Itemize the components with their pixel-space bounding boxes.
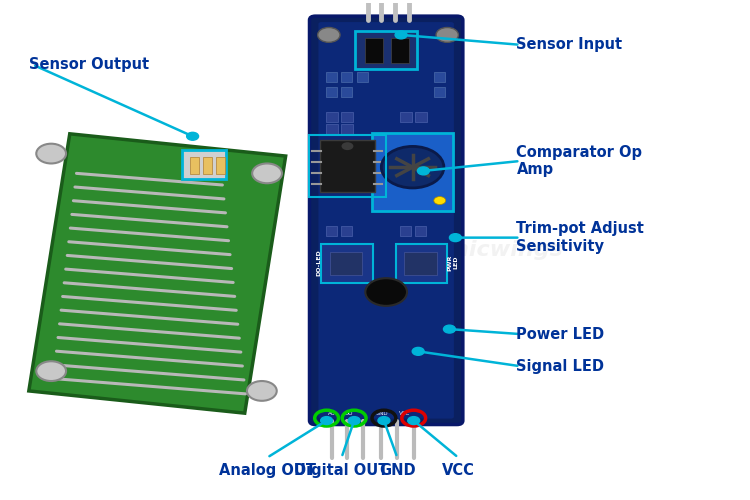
Circle shape (187, 132, 199, 140)
FancyBboxPatch shape (396, 244, 447, 283)
FancyBboxPatch shape (340, 124, 352, 134)
Text: Digital OUT: Digital OUT (294, 462, 388, 477)
FancyBboxPatch shape (400, 112, 412, 122)
Circle shape (418, 167, 429, 175)
Text: GND: GND (379, 462, 416, 477)
FancyBboxPatch shape (392, 38, 410, 62)
FancyBboxPatch shape (404, 252, 436, 275)
Text: Analog OUT: Analog OUT (218, 462, 316, 477)
FancyBboxPatch shape (340, 88, 352, 97)
Circle shape (449, 234, 461, 241)
Text: DO-LED: DO-LED (316, 249, 322, 276)
FancyBboxPatch shape (433, 72, 445, 83)
FancyBboxPatch shape (190, 156, 200, 174)
FancyBboxPatch shape (310, 16, 463, 424)
FancyBboxPatch shape (182, 150, 226, 180)
Circle shape (365, 278, 407, 306)
Circle shape (321, 416, 332, 424)
Circle shape (381, 146, 444, 188)
Text: Signal LED: Signal LED (517, 358, 605, 374)
Circle shape (413, 348, 424, 356)
FancyBboxPatch shape (203, 156, 212, 174)
FancyBboxPatch shape (340, 226, 352, 235)
FancyBboxPatch shape (329, 252, 362, 275)
Text: Sensor Input: Sensor Input (517, 38, 622, 52)
Text: Comparator Op
Amp: Comparator Op Amp (517, 145, 643, 177)
Text: Trim-pot Adjust
Sensitivity: Trim-pot Adjust Sensitivity (517, 222, 644, 254)
FancyBboxPatch shape (340, 112, 352, 122)
Text: PWR
LED: PWR LED (448, 254, 458, 270)
FancyBboxPatch shape (322, 244, 373, 283)
Circle shape (408, 416, 420, 424)
Text: AO: AO (328, 410, 336, 416)
Circle shape (36, 144, 66, 164)
FancyBboxPatch shape (416, 226, 426, 235)
Text: GND: GND (376, 410, 388, 416)
FancyBboxPatch shape (355, 31, 418, 68)
FancyBboxPatch shape (433, 88, 445, 97)
Text: VCC: VCC (399, 410, 410, 416)
FancyBboxPatch shape (326, 88, 337, 97)
FancyBboxPatch shape (400, 226, 412, 235)
FancyBboxPatch shape (326, 112, 338, 122)
Circle shape (36, 361, 66, 381)
FancyBboxPatch shape (326, 72, 337, 83)
FancyBboxPatch shape (326, 226, 337, 235)
Circle shape (433, 196, 445, 204)
Circle shape (341, 142, 353, 150)
FancyBboxPatch shape (372, 133, 453, 212)
Text: Sensor Output: Sensor Output (28, 57, 149, 72)
FancyBboxPatch shape (216, 156, 224, 174)
Circle shape (395, 31, 407, 39)
Circle shape (436, 28, 458, 42)
Text: electronicwings: electronicwings (365, 240, 563, 260)
Circle shape (348, 416, 360, 424)
Text: VCC: VCC (442, 462, 475, 477)
FancyBboxPatch shape (326, 124, 338, 134)
FancyBboxPatch shape (357, 72, 368, 83)
FancyBboxPatch shape (416, 112, 427, 122)
Polygon shape (28, 134, 286, 413)
FancyBboxPatch shape (365, 38, 383, 62)
Circle shape (318, 28, 340, 42)
FancyBboxPatch shape (319, 22, 454, 418)
Circle shape (443, 325, 455, 333)
Text: Power LED: Power LED (517, 326, 605, 342)
FancyBboxPatch shape (340, 72, 352, 83)
FancyBboxPatch shape (320, 140, 375, 192)
Circle shape (247, 381, 277, 401)
Text: DO: DO (345, 410, 353, 416)
Circle shape (378, 416, 390, 424)
Circle shape (252, 164, 282, 183)
